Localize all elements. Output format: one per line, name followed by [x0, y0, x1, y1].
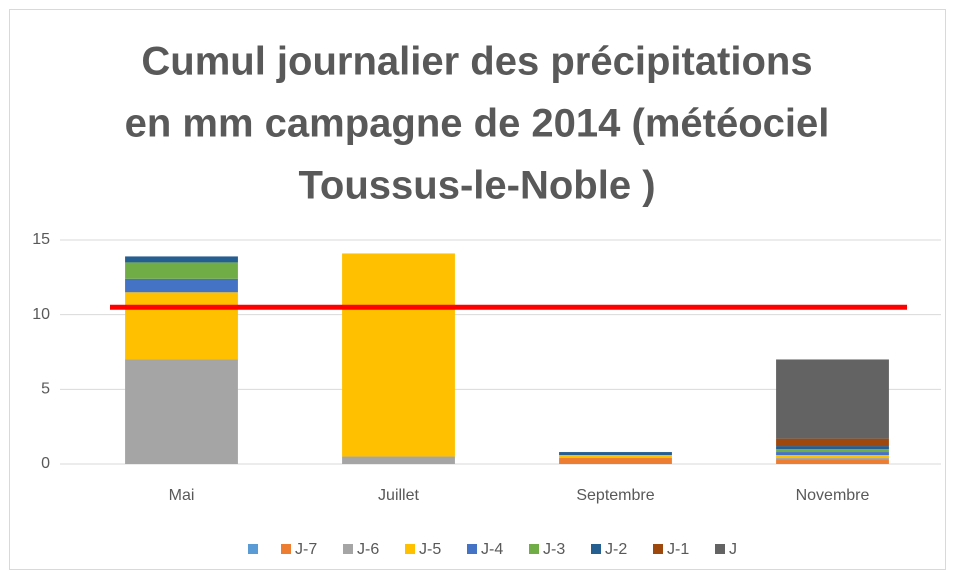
y-tick-label: 0 — [41, 455, 50, 472]
legend-label: J-6 — [357, 541, 379, 558]
legend-swatch — [405, 544, 415, 554]
bar-segment — [776, 458, 889, 460]
legend-swatch — [529, 544, 539, 554]
legend-swatch — [248, 544, 258, 554]
bar-segment — [342, 456, 455, 464]
bar-segment — [559, 452, 672, 456]
y-tick-label: 10 — [32, 306, 50, 323]
legend-label: J — [729, 541, 737, 558]
bar-segment — [776, 455, 889, 459]
bar-segment — [776, 449, 889, 453]
legend-label: J-3 — [543, 541, 565, 558]
legend-swatch — [467, 544, 477, 554]
legend-swatch — [281, 544, 291, 554]
legend-swatch — [591, 544, 601, 554]
legend-swatch — [653, 544, 663, 554]
chart-title: en mm campagne de 2014 (météociel — [125, 102, 830, 146]
chart-title: Cumul journalier des précipitations — [141, 40, 812, 84]
legend-label: J-4 — [481, 541, 503, 558]
bar-segment — [776, 446, 889, 450]
bar-segment — [559, 458, 672, 464]
legend-swatch — [715, 544, 725, 554]
chart-title: Toussus-le-Noble ) — [298, 164, 655, 208]
bar-segment — [342, 253, 455, 457]
bar-segment — [125, 292, 238, 360]
legend-label: J-5 — [419, 541, 441, 558]
bar-segment — [125, 262, 238, 279]
y-tick-label: 5 — [41, 381, 50, 398]
legend-swatch — [343, 544, 353, 554]
x-tick-label: Juillet — [378, 487, 419, 504]
bar-segment — [125, 256, 238, 263]
bar-segment — [125, 359, 238, 464]
legend-label: J-7 — [295, 541, 317, 558]
bar-segment — [559, 455, 672, 459]
legend-label: J-2 — [605, 541, 627, 558]
x-tick-label: Mai — [169, 487, 195, 504]
bar-segment — [776, 438, 889, 447]
y-tick-label: 15 — [32, 231, 50, 248]
x-tick-label: Novembre — [796, 487, 870, 504]
bar-segment — [125, 278, 238, 293]
x-tick-label: Septembre — [576, 487, 654, 504]
legend-label: J-1 — [667, 541, 689, 558]
bar-segment — [776, 359, 889, 439]
bar-segment — [776, 459, 889, 464]
bar-segment — [776, 452, 889, 456]
